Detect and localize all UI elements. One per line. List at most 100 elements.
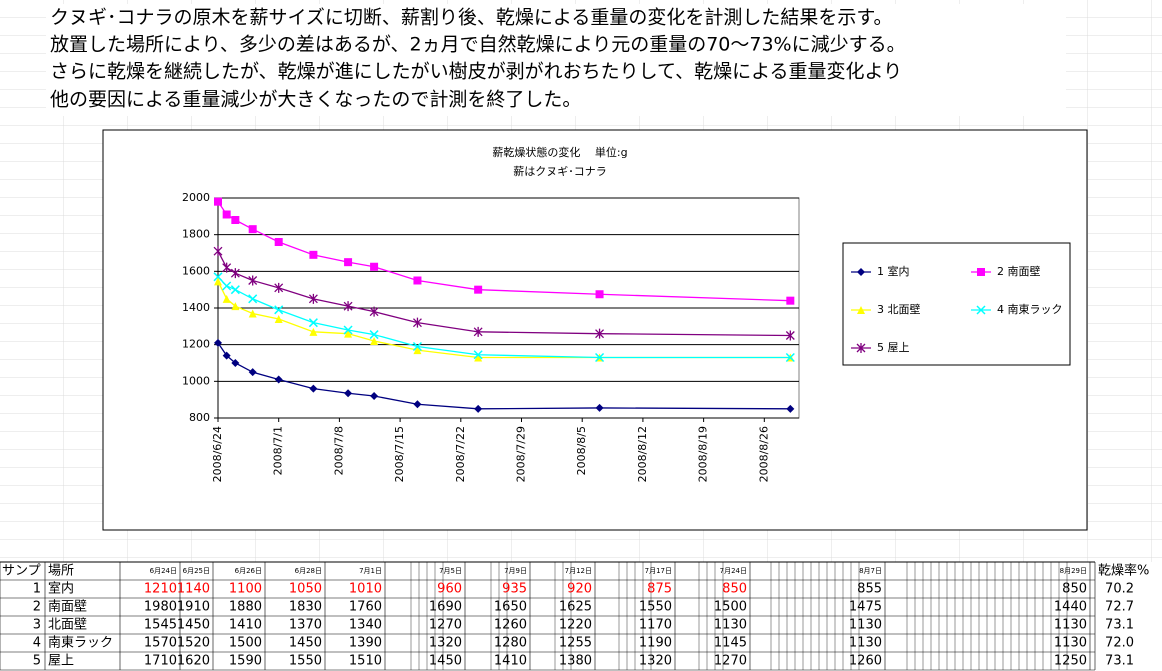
table-header: 6月26日 — [235, 567, 262, 575]
table-cell: 875 — [647, 582, 672, 597]
marker — [785, 352, 795, 363]
table-cell: 1410 — [494, 654, 527, 669]
table-cell: 1130 — [849, 636, 882, 651]
table-cell: 1550 — [289, 654, 322, 669]
table-cell: 1130 — [1054, 636, 1087, 651]
intro-line: 放置した場所により、多少の差はあるが、2ヵ月で自然乾燥により元の重量の70～73… — [50, 34, 906, 56]
table-cell: 1440 — [1054, 600, 1087, 615]
table-cell: 1500 — [714, 600, 747, 615]
table-cell: 1625 — [559, 600, 592, 615]
table-cell: 1830 — [289, 600, 322, 615]
table-cell: 1500 — [229, 636, 262, 651]
y-tick-label: 1400 — [182, 301, 210, 314]
table-cell: 室内 — [48, 581, 74, 597]
marker — [343, 325, 353, 335]
table-header: 6月25日 — [183, 567, 210, 575]
marker — [786, 404, 795, 413]
x-tick-label: 2008/7/29 — [515, 426, 528, 482]
marker — [222, 351, 231, 360]
marker — [370, 337, 379, 345]
table-cell: 屋上 — [48, 654, 74, 669]
x-tick-label: 2008/8/5 — [575, 426, 588, 475]
table-cell: 920 — [567, 582, 592, 597]
table-cell: 1280 — [494, 636, 527, 651]
table-header: サンプ — [2, 564, 41, 579]
table-cell: 1220 — [559, 618, 592, 633]
table-cell: 北面壁 — [48, 618, 87, 633]
x-tick-label: 2008/7/15 — [393, 426, 406, 482]
table-cell: 72.0 — [1105, 636, 1134, 651]
marker — [369, 306, 379, 317]
table-cell: 1050 — [289, 582, 322, 597]
table-cell: 4 — [33, 636, 41, 651]
marker — [214, 277, 222, 286]
marker — [856, 343, 866, 353]
table-cell: 1545 — [144, 618, 177, 633]
table-cell: 1340 — [349, 618, 382, 633]
marker — [222, 294, 231, 303]
marker — [474, 404, 483, 413]
table-cell: 850 — [722, 582, 747, 597]
marker — [370, 392, 379, 400]
table-cell: 1130 — [1054, 618, 1087, 633]
text-background — [46, 4, 1066, 116]
table-cell: 1650 — [494, 600, 527, 615]
table-cell: 1910 — [177, 600, 210, 615]
legend-label: 3 北面壁 — [877, 302, 921, 316]
y-tick-label: 1200 — [182, 338, 210, 351]
marker — [309, 384, 318, 393]
table-cell: 1130 — [849, 618, 882, 633]
table-header: 7月24日 — [720, 567, 747, 575]
marker — [230, 268, 240, 279]
table-cell: 1510 — [349, 654, 382, 669]
table-cell: 1690 — [429, 600, 462, 615]
table-cell: 1210 — [144, 582, 177, 597]
table-header: 7月17日 — [645, 567, 672, 575]
table-cell: 70.2 — [1105, 582, 1134, 597]
table-cell: 1260 — [494, 618, 527, 633]
intro-line: クヌギ･コナラの原木を薪サイズに切断、薪割り後、乾燥による重量の変化を計測した結… — [50, 7, 892, 29]
table-cell: 1145 — [714, 636, 747, 651]
marker — [474, 353, 483, 362]
marker — [231, 302, 240, 311]
table-cell: 1390 — [349, 636, 382, 651]
table-cell: 1 — [33, 582, 41, 597]
marker — [222, 281, 232, 291]
marker — [857, 268, 865, 276]
y-tick-label: 1600 — [182, 264, 210, 277]
marker — [343, 301, 353, 312]
table-header: 6月24日 — [150, 567, 177, 575]
table-cell: 1450 — [177, 618, 210, 633]
marker — [248, 294, 258, 304]
marker — [473, 350, 483, 360]
table-header: 7月9日 — [504, 567, 527, 575]
marker — [473, 326, 483, 337]
table-cell: 3 — [33, 618, 41, 633]
marker — [274, 282, 284, 293]
table-cell: 1370 — [289, 618, 322, 633]
x-tick-label: 2008/6/24 — [211, 426, 224, 482]
marker — [412, 317, 422, 328]
x-tick-label: 2008/8/12 — [636, 426, 649, 482]
marker — [222, 210, 231, 219]
legend-label: 2 南面壁 — [997, 264, 1041, 278]
legend — [842, 242, 1071, 366]
table-cell: 1980 — [144, 600, 177, 615]
table-header: 8月7日 — [859, 567, 882, 575]
marker — [595, 352, 605, 363]
table-cell: 73.1 — [1105, 654, 1134, 669]
marker — [214, 197, 222, 206]
y-tick-label: 800 — [189, 411, 210, 424]
marker — [274, 238, 283, 246]
x-tick-label: 2008/7/22 — [454, 426, 467, 482]
table-cell: 5 — [33, 654, 41, 669]
chart-subtitle: 薪はクヌギ･コナラ — [513, 165, 607, 178]
marker — [214, 338, 222, 347]
marker — [309, 250, 318, 259]
table-cell: 935 — [502, 582, 527, 597]
table-cell: 1520 — [177, 636, 210, 651]
table-header: 7月5日 — [439, 567, 462, 575]
marker — [248, 225, 257, 234]
